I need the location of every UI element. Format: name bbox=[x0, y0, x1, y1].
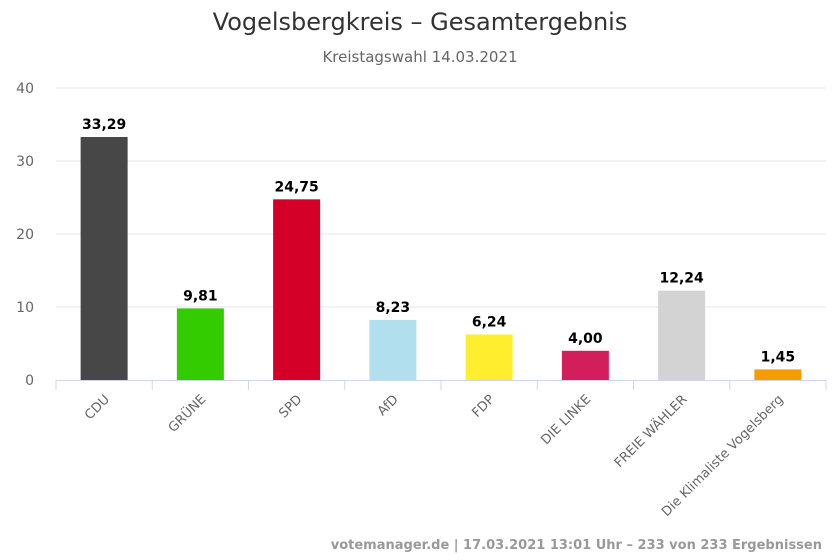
chart-title: Vogelsbergkreis – Gesamtergebnis bbox=[212, 8, 628, 36]
data-label: 12,24 bbox=[659, 271, 704, 287]
bar bbox=[561, 350, 609, 380]
x-tick-label: DIE LINKE bbox=[539, 392, 595, 448]
x-tick-label: CDU bbox=[82, 392, 113, 423]
y-tick-label: 10 bbox=[16, 300, 34, 316]
x-tick-label: GRÜNE bbox=[164, 391, 209, 436]
y-tick-label: 30 bbox=[16, 154, 34, 170]
bar bbox=[658, 290, 706, 380]
data-label: 9,81 bbox=[183, 288, 218, 304]
bar bbox=[80, 136, 128, 380]
y-tick-label: 40 bbox=[16, 81, 34, 97]
y-tick-label: 20 bbox=[16, 227, 34, 243]
data-label: 33,29 bbox=[82, 117, 126, 133]
data-label: 24,75 bbox=[274, 179, 318, 195]
bar bbox=[176, 308, 224, 380]
bar bbox=[754, 369, 802, 380]
credits-text[interactable]: votemanager.de | 17.03.2021 13:01 Uhr – … bbox=[330, 538, 822, 553]
x-tick-label: FDP bbox=[469, 392, 498, 421]
bar bbox=[369, 319, 417, 380]
bar bbox=[465, 334, 513, 380]
y-tick-label: 0 bbox=[25, 373, 34, 389]
data-label: 4,00 bbox=[568, 331, 603, 347]
x-tick-label: AfD bbox=[375, 392, 402, 419]
chart-subtitle: Kreistagswahl 14.03.2021 bbox=[322, 48, 518, 66]
data-label: 6,24 bbox=[472, 314, 507, 330]
x-tick-label: FREIE WÄHLER bbox=[611, 392, 690, 471]
x-tick-label: SPD bbox=[276, 392, 305, 421]
data-label: 8,23 bbox=[376, 300, 411, 316]
bar bbox=[273, 199, 321, 380]
data-label: 1,45 bbox=[761, 349, 796, 365]
